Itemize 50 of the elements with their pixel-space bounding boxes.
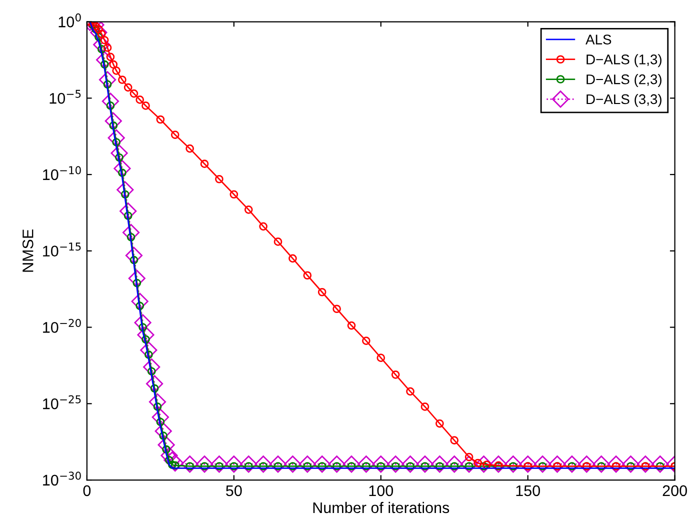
point	[112, 66, 120, 75]
legend-label: D−ALS (1,3)	[586, 54, 662, 68]
point	[124, 83, 132, 92]
point	[259, 222, 268, 231]
point	[106, 52, 115, 62]
point	[118, 76, 126, 84]
point	[347, 321, 356, 330]
y-tick-label: 10$^{−15}$	[43, 242, 81, 256]
point	[420, 402, 430, 411]
point	[142, 102, 150, 110]
point	[318, 288, 326, 296]
point	[170, 130, 180, 139]
y-tick-label: 10$^{−5}$	[50, 90, 81, 104]
point	[332, 304, 341, 314]
x-axis-title: Number of iterations	[313, 502, 450, 514]
y-axis-title: NMSE	[22, 229, 34, 272]
point	[406, 387, 414, 396]
y-tick-label: 10$^{0}$	[58, 13, 81, 28]
point	[130, 89, 138, 98]
point	[103, 44, 112, 52]
y-tick-label: 10$^{−10}$	[43, 166, 81, 180]
point	[230, 190, 238, 199]
point	[288, 254, 297, 263]
point	[362, 336, 370, 345]
point	[376, 354, 386, 362]
point	[474, 458, 482, 468]
x-tick-label: 200	[662, 485, 687, 496]
x-tick-label: 50	[226, 485, 242, 496]
point	[244, 206, 253, 214]
point	[274, 238, 282, 246]
legend-label: ALS	[586, 34, 612, 44]
x-tick-label: 100	[369, 485, 394, 496]
point	[109, 60, 118, 69]
legend-label: D−ALS (2,3)	[586, 74, 662, 87]
point	[186, 144, 194, 153]
point	[136, 96, 144, 104]
y-tick-label: 10$^{−20}$	[43, 318, 81, 333]
point	[215, 174, 224, 184]
point	[464, 452, 474, 462]
point	[450, 436, 459, 444]
point	[391, 370, 400, 379]
point	[200, 160, 209, 168]
y-tick-label: 10$^{−25}$	[43, 395, 81, 410]
legend-label: D−ALS (3,3)	[586, 94, 662, 107]
point	[436, 419, 444, 428]
x-tick-label: 150	[516, 485, 540, 496]
point	[156, 115, 165, 124]
y-tick-label: 10$^{−30}$	[43, 472, 81, 486]
point	[303, 271, 312, 280]
x-tick-label: 0	[83, 485, 91, 496]
